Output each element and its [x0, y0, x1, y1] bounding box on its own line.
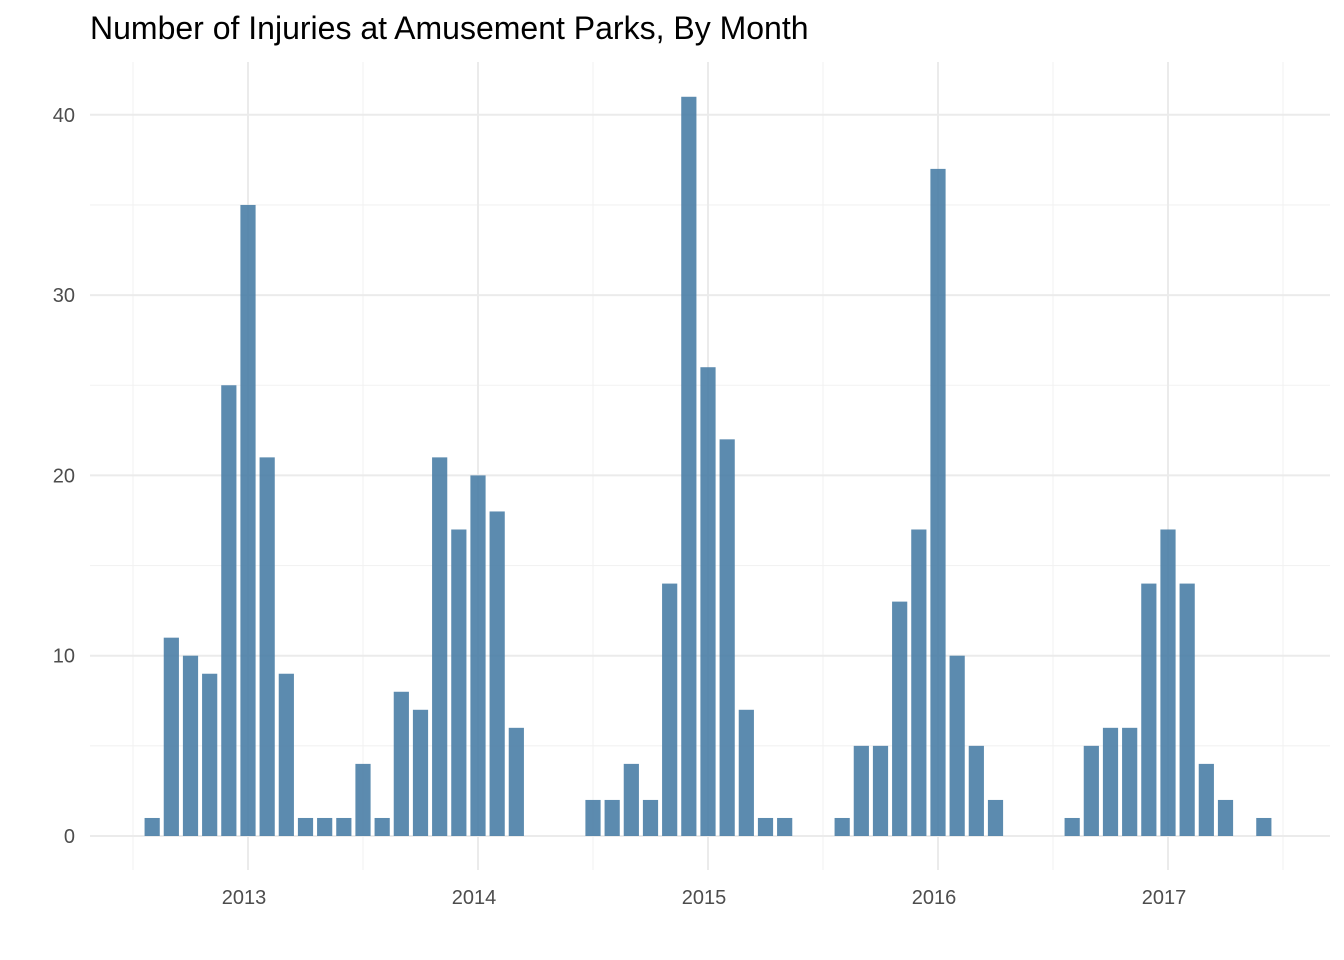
bar	[1179, 583, 1195, 836]
bar	[412, 709, 429, 836]
bar	[336, 817, 352, 836]
bar	[738, 709, 754, 836]
bar	[489, 511, 505, 836]
bar	[585, 799, 601, 836]
bar	[355, 763, 371, 836]
y-tick-label: 20	[53, 465, 75, 487]
bar	[221, 385, 237, 836]
bar	[202, 673, 218, 836]
bar	[930, 168, 946, 836]
bar	[259, 457, 275, 836]
x-tick-label: 2014	[452, 887, 497, 909]
bar	[1198, 763, 1214, 836]
bar	[317, 817, 333, 836]
bar	[681, 96, 697, 836]
bar	[604, 799, 620, 836]
bar	[1160, 529, 1176, 836]
x-tick-label: 2013	[222, 887, 267, 909]
y-tick-label: 10	[53, 646, 75, 668]
bar	[374, 817, 390, 836]
bar	[777, 817, 793, 836]
bar	[163, 637, 179, 836]
x-tick-label: 2016	[912, 887, 957, 909]
bar	[853, 745, 869, 836]
bar	[451, 529, 467, 836]
x-tick-label: 2015	[682, 887, 727, 909]
bar	[949, 655, 965, 836]
bar	[432, 457, 448, 836]
y-tick-label: 0	[64, 826, 75, 848]
y-tick-label: 30	[53, 285, 75, 307]
y-tick-label: 40	[53, 105, 75, 127]
bar	[968, 745, 984, 836]
bar	[1122, 727, 1138, 836]
bar	[470, 475, 486, 836]
bar	[393, 691, 409, 836]
bar	[892, 601, 908, 836]
bar	[508, 727, 524, 836]
x-tick-label: 2017	[1142, 887, 1187, 909]
bar	[987, 799, 1004, 836]
bar	[1141, 583, 1157, 836]
bar	[278, 673, 294, 836]
bar	[1102, 727, 1119, 836]
bar	[719, 439, 735, 836]
bar	[623, 763, 639, 836]
bars	[144, 96, 1272, 836]
bar	[642, 799, 659, 836]
bar	[297, 817, 314, 836]
bar	[1256, 817, 1272, 836]
bar	[240, 204, 256, 836]
bar	[662, 583, 678, 836]
bar	[1217, 799, 1234, 836]
bar	[144, 817, 160, 836]
bar	[872, 745, 889, 836]
bar	[911, 529, 927, 836]
bar	[1064, 817, 1080, 836]
bar	[834, 817, 850, 836]
bar	[757, 817, 774, 836]
bar	[700, 367, 716, 836]
bar	[1083, 745, 1099, 836]
chart-title: Number of Injuries at Amusement Parks, B…	[90, 10, 809, 46]
bar	[182, 655, 199, 836]
